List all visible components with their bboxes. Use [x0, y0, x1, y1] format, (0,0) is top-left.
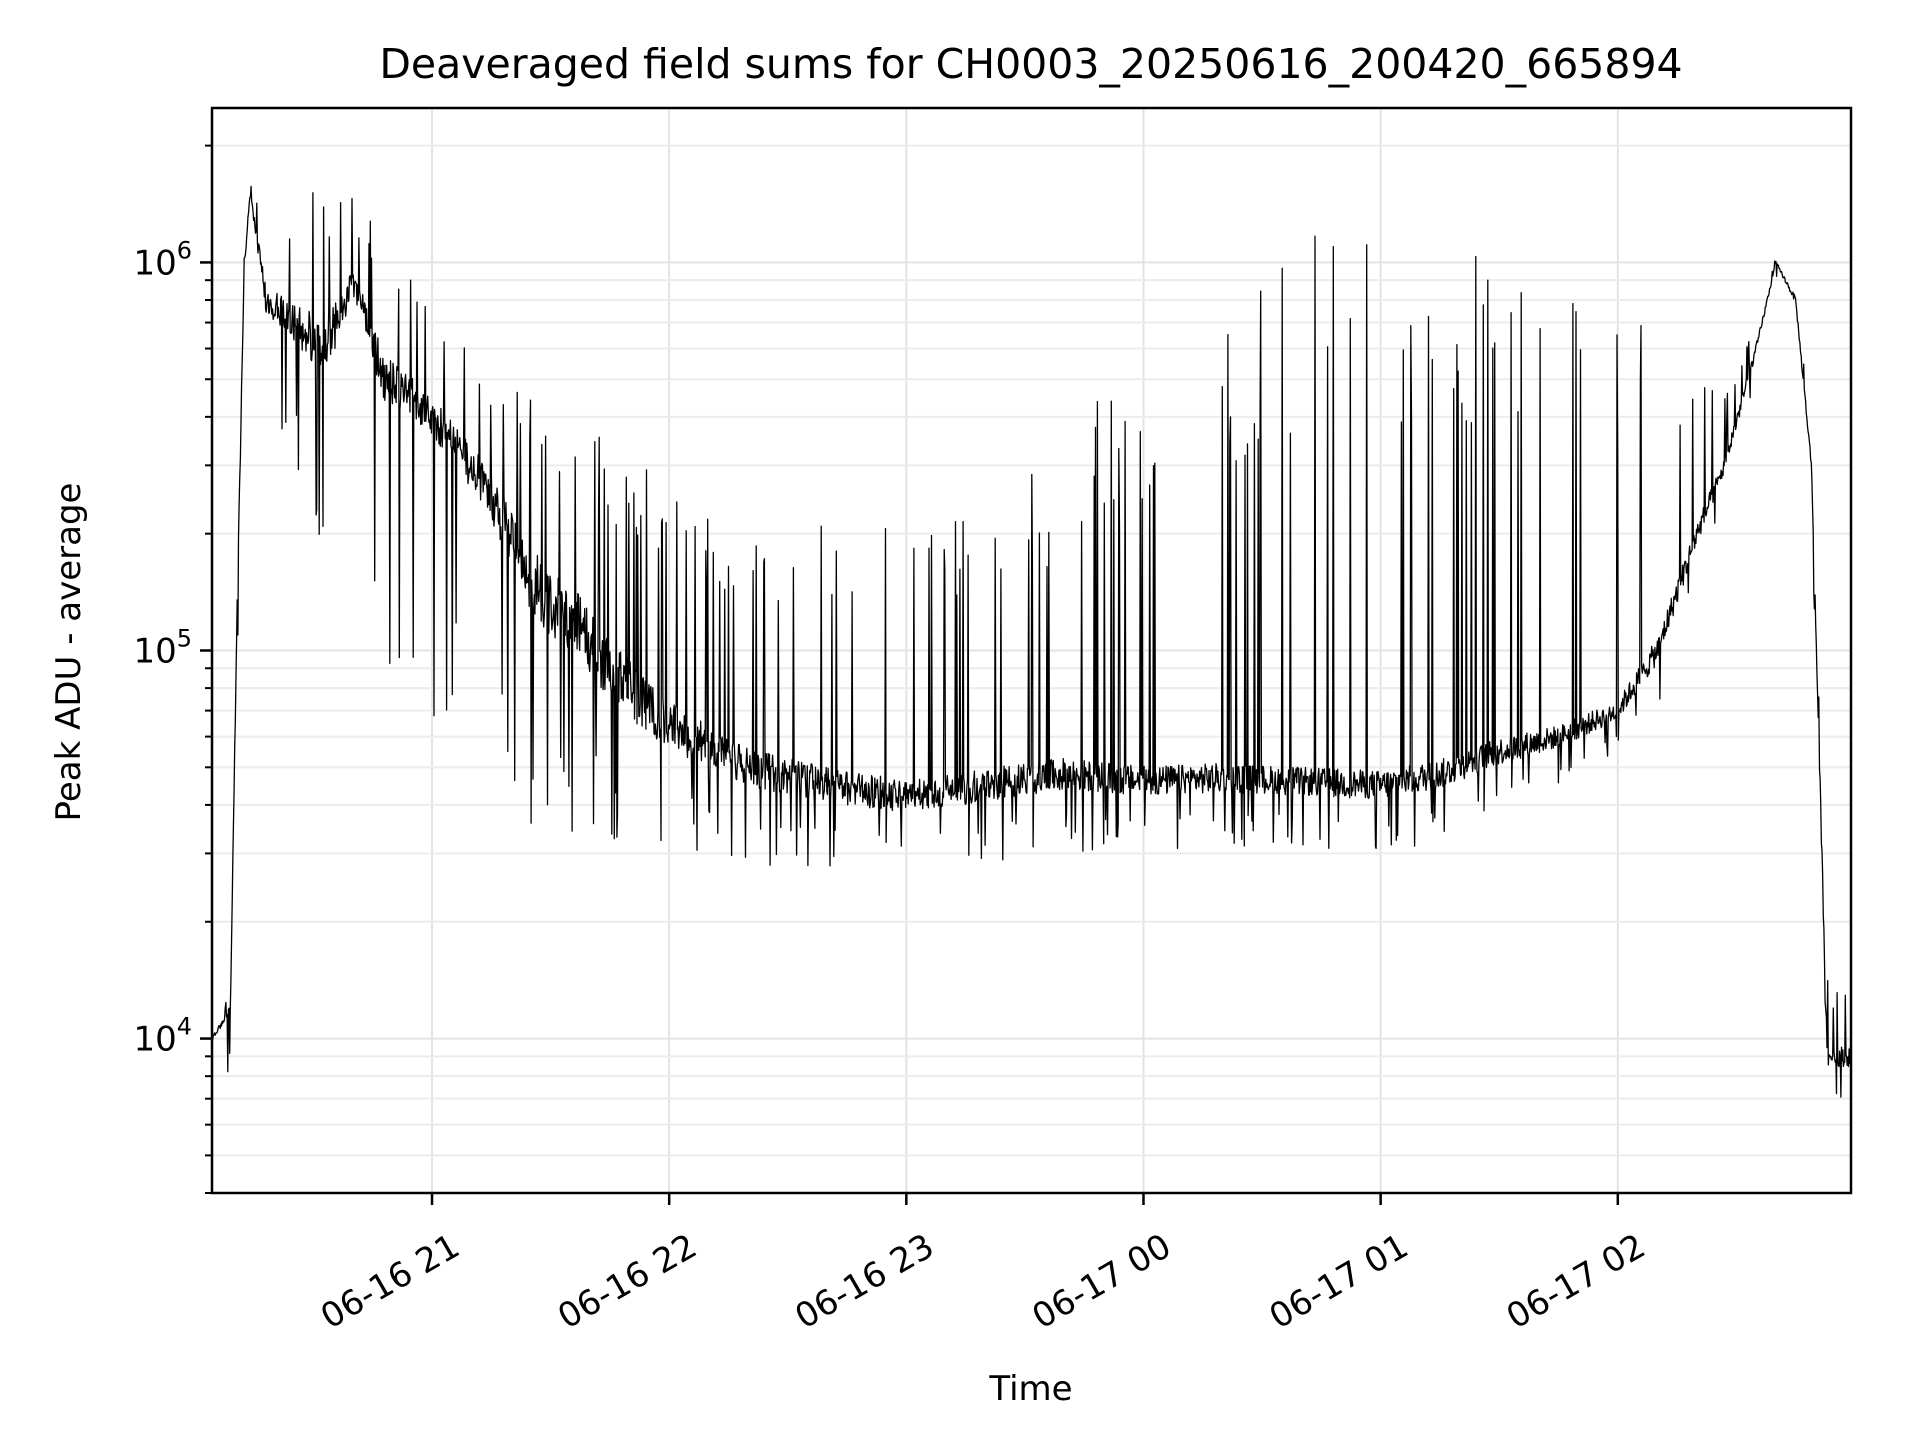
- y-axis-label: Peak ADU - average: [49, 483, 89, 822]
- x-tick-label: 06-16 22: [551, 1226, 703, 1337]
- x-tick-label: 06-16 21: [314, 1226, 466, 1337]
- x-tick-label: 06-17 00: [1026, 1226, 1178, 1337]
- y-tick-label: 105: [133, 625, 192, 672]
- tick-layer: 06-16 21 06-16 22 06-16 23 06-17 00 06-17 01…: [133, 144, 1652, 1337]
- data-layer: [211, 185, 1852, 1098]
- x-tick-label: 06-17 01: [1263, 1226, 1415, 1337]
- y-tick-label: 104: [133, 1013, 192, 1060]
- series-line: [211, 185, 1852, 1098]
- x-tick-label: 06-16 23: [788, 1226, 940, 1337]
- x-axis-label: Time: [988, 1369, 1072, 1409]
- x-tick-label: 06-17 02: [1500, 1226, 1652, 1337]
- y-tick-label: 106: [133, 236, 192, 283]
- chart-title: Deaveraged field sums for CH0003_2025061…: [379, 40, 1682, 88]
